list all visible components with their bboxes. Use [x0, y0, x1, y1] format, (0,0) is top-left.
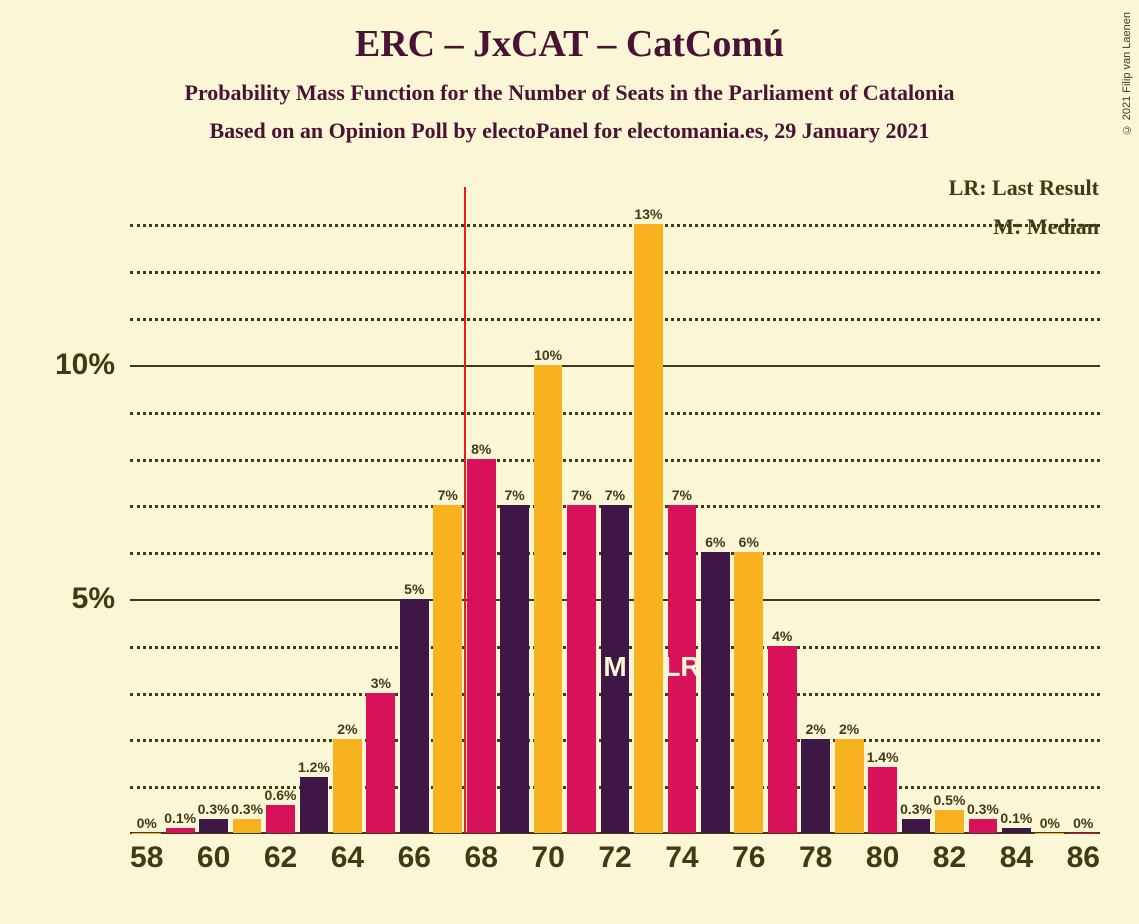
chart-plot-area: 5%10%0%0.1%0.3%0.3%0.6%1.2%2%3%5%7%8%7%1… — [130, 187, 1100, 833]
bar-value-label: 7% — [605, 487, 625, 503]
bar-value-label: 8% — [471, 441, 491, 457]
bar-value-label: 6% — [739, 534, 759, 550]
bar — [500, 505, 529, 833]
bar-value-label: 0.3% — [967, 801, 999, 817]
x-tick-label: 60 — [197, 841, 230, 875]
bar-value-label: 7% — [438, 487, 458, 503]
bar-value-label: 0.3% — [231, 801, 263, 817]
bar-value-label: 2% — [839, 721, 859, 737]
bar — [567, 505, 596, 833]
x-tick-label: 68 — [465, 841, 498, 875]
bar — [433, 505, 462, 833]
bar — [1035, 833, 1064, 834]
bar — [467, 459, 496, 833]
bar-value-label: 7% — [672, 487, 692, 503]
x-tick-label: 74 — [665, 841, 698, 875]
bar-value-label: 0.3% — [900, 801, 932, 817]
bar-value-label: 0.3% — [198, 801, 230, 817]
bar-value-label: 5% — [404, 581, 424, 597]
bar — [634, 224, 663, 833]
bar — [1002, 828, 1031, 833]
bar — [366, 693, 395, 833]
x-tick-label: 72 — [598, 841, 631, 875]
grid-minor — [130, 224, 1100, 227]
grid-minor — [130, 318, 1100, 321]
bar — [868, 767, 897, 833]
bar — [768, 646, 797, 833]
bar — [266, 805, 295, 833]
bar-value-label: 10% — [534, 347, 562, 363]
last-result-marker: LR — [663, 651, 700, 683]
bar-value-label: 0.1% — [1000, 810, 1032, 826]
chart-title: ERC – JxCAT – CatComú — [0, 0, 1139, 66]
grid-major — [130, 365, 1100, 367]
x-tick-label: 82 — [933, 841, 966, 875]
bar — [400, 599, 429, 833]
bar-value-label: 3% — [371, 675, 391, 691]
bar-value-label: 0% — [137, 815, 157, 831]
bar-value-label: 13% — [634, 206, 662, 222]
x-tick-label: 64 — [331, 841, 364, 875]
bar-value-label: 4% — [772, 628, 792, 644]
bar — [233, 819, 262, 833]
threshold-line — [464, 187, 466, 833]
x-tick-label: 76 — [732, 841, 765, 875]
chart-subtitle-1: Probability Mass Function for the Number… — [0, 80, 1139, 106]
bar-value-label: 2% — [806, 721, 826, 737]
bar-value-label: 7% — [571, 487, 591, 503]
bar — [333, 739, 362, 833]
bar — [801, 739, 830, 833]
bar-value-label: 1.2% — [298, 759, 330, 775]
chart-subtitle-2: Based on an Opinion Poll by electoPanel … — [0, 118, 1139, 144]
grid-minor — [130, 412, 1100, 415]
bar — [734, 552, 763, 833]
bar-value-label: 0% — [1040, 815, 1060, 831]
x-tick-label: 62 — [264, 841, 297, 875]
bar — [166, 828, 195, 833]
bar-value-label: 0.1% — [164, 810, 196, 826]
grid-minor — [130, 271, 1100, 274]
bar — [199, 819, 228, 833]
bar-value-label: 1.4% — [867, 749, 899, 765]
x-tick-label: 58 — [130, 841, 163, 875]
bar-value-label: 7% — [505, 487, 525, 503]
bar — [534, 365, 563, 833]
bar — [969, 819, 998, 833]
bar — [902, 819, 931, 833]
bar — [132, 833, 161, 834]
bar-value-label: 2% — [337, 721, 357, 737]
y-tick-label: 5% — [72, 582, 115, 616]
bar-value-label: 0% — [1073, 815, 1093, 831]
bar — [300, 777, 329, 833]
x-tick-label: 70 — [531, 841, 564, 875]
copyright-text: © 2021 Filip van Laenen — [1121, 12, 1133, 135]
x-tick-label: 80 — [866, 841, 899, 875]
bar — [701, 552, 730, 833]
bar — [935, 810, 964, 833]
x-tick-label: 66 — [398, 841, 431, 875]
bar-value-label: 0.5% — [934, 792, 966, 808]
x-tick-label: 86 — [1067, 841, 1100, 875]
bar — [1069, 833, 1098, 834]
bar — [835, 739, 864, 833]
median-marker: M — [603, 651, 626, 683]
y-tick-label: 10% — [55, 348, 115, 382]
bar-value-label: 6% — [705, 534, 725, 550]
bar-value-label: 0.6% — [265, 787, 297, 803]
x-tick-label: 78 — [799, 841, 832, 875]
x-tick-label: 84 — [1000, 841, 1033, 875]
grid-minor — [130, 459, 1100, 462]
